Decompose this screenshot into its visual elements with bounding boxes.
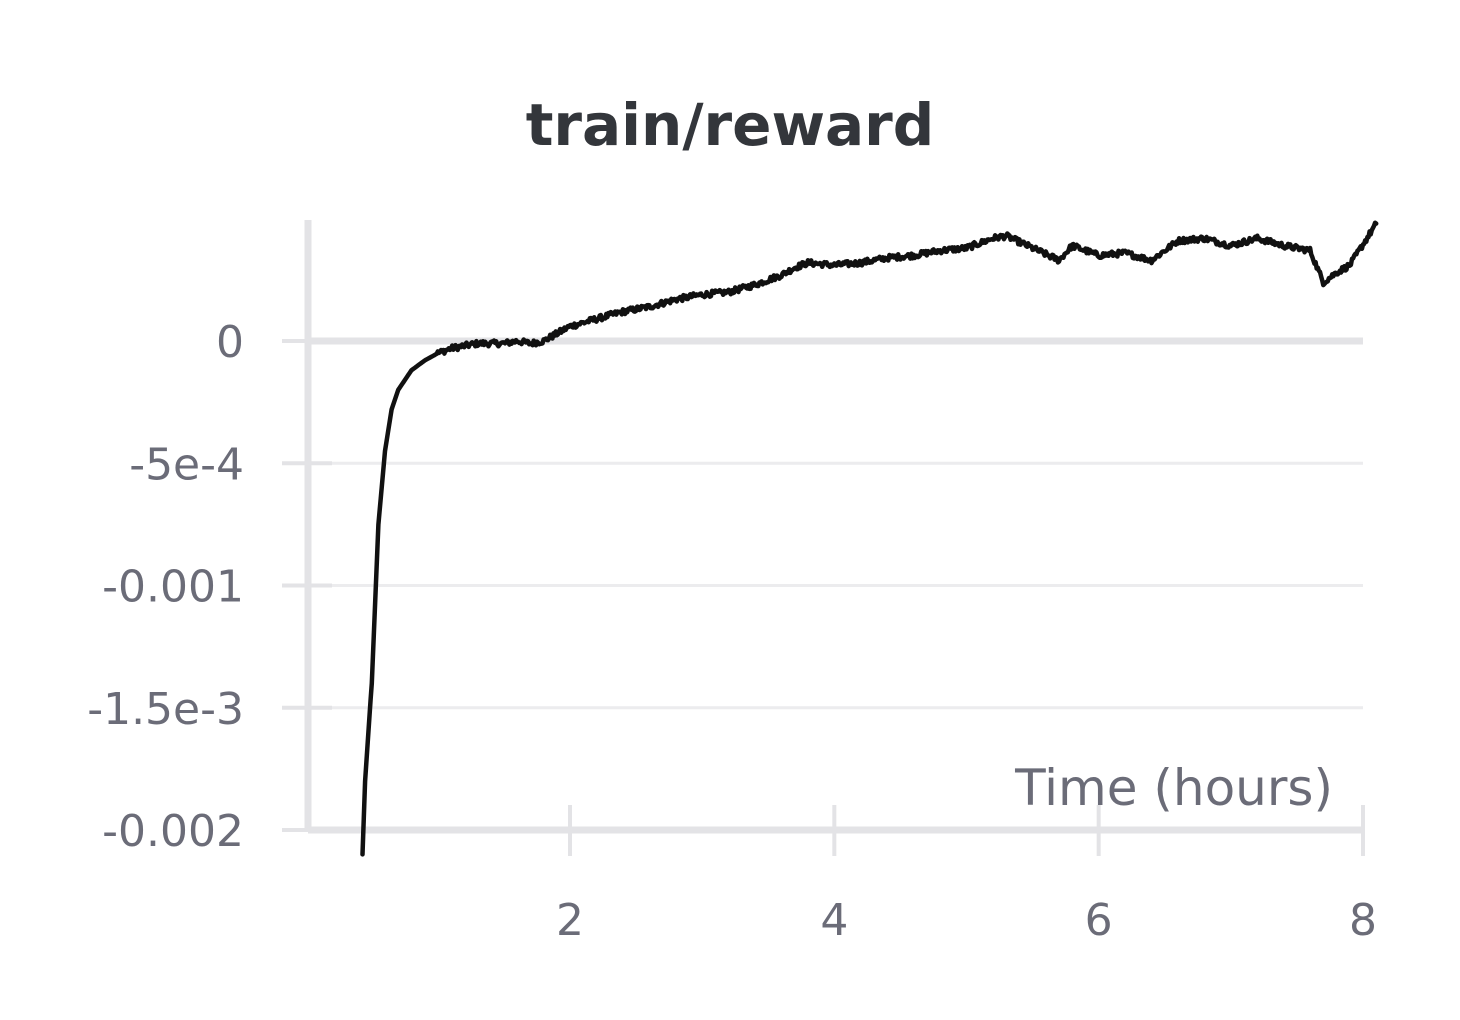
series-line bbox=[360, 220, 1379, 857]
x-tick-label: 8 bbox=[1349, 895, 1377, 946]
x-axis-label: Time (hours) bbox=[1014, 759, 1333, 817]
x-tick-label: 6 bbox=[1085, 895, 1113, 946]
series bbox=[360, 220, 1379, 857]
y-tick-labels: 0 -5e-4 -0.001 -1.5e-3 -0.002 bbox=[87, 317, 244, 857]
chart-title: train/reward bbox=[526, 91, 935, 159]
x-tick-label: 2 bbox=[556, 895, 584, 946]
y-tick-label: -0.002 bbox=[102, 806, 244, 857]
y-tick-label: 0 bbox=[216, 317, 244, 368]
x-tick-labels: 2 4 6 8 bbox=[556, 895, 1377, 946]
x-tick-label: 4 bbox=[820, 895, 848, 946]
grid bbox=[308, 337, 1363, 710]
y-tick-label: -1.5e-3 bbox=[87, 684, 244, 735]
axes bbox=[282, 220, 1365, 856]
y-tick-label: -0.001 bbox=[102, 562, 244, 613]
y-tick-label: -5e-4 bbox=[129, 439, 244, 490]
